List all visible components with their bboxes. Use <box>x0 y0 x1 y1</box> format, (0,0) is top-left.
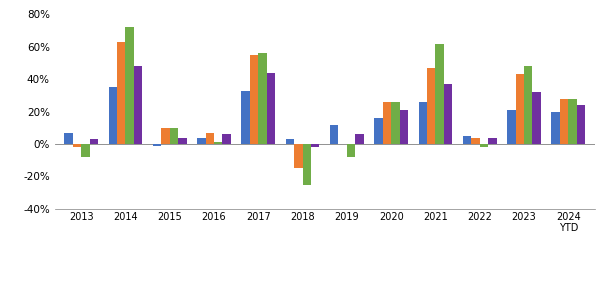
Bar <box>507 110 515 144</box>
Bar <box>259 53 266 144</box>
Bar <box>73 144 81 147</box>
Bar <box>471 137 480 144</box>
Bar <box>64 133 73 144</box>
Bar <box>266 73 275 144</box>
Bar <box>170 128 178 144</box>
Bar <box>577 105 585 144</box>
Bar <box>419 102 427 144</box>
Bar <box>347 144 355 157</box>
Bar <box>515 75 524 144</box>
Bar <box>222 134 231 144</box>
Bar <box>383 102 391 144</box>
Bar <box>117 42 126 144</box>
Bar <box>488 137 497 144</box>
Bar <box>126 28 134 144</box>
Bar <box>197 137 206 144</box>
Bar <box>81 144 90 157</box>
Bar <box>444 84 452 144</box>
Bar <box>214 142 222 144</box>
Bar <box>480 144 488 147</box>
Bar <box>242 90 250 144</box>
Bar <box>435 44 444 144</box>
Bar <box>153 144 161 146</box>
Bar <box>206 133 214 144</box>
Bar <box>375 118 383 144</box>
Bar <box>391 102 399 144</box>
Bar <box>560 99 568 144</box>
Legend: Nifty 100 TRI, Nifty Midcap 150 TRI, Nifty Small Cap 250 TRI, Nifty Large Midcap: Nifty 100 TRI, Nifty Midcap 150 TRI, Nif… <box>78 287 571 290</box>
Bar <box>161 128 170 144</box>
Bar <box>568 99 577 144</box>
Bar <box>427 68 435 144</box>
Bar <box>294 144 303 168</box>
Bar <box>134 66 142 144</box>
Bar <box>355 134 364 144</box>
Bar <box>463 136 471 144</box>
Bar <box>524 66 532 144</box>
Bar <box>109 87 117 144</box>
Bar <box>311 144 319 147</box>
Bar <box>552 112 560 144</box>
Bar <box>303 144 311 184</box>
Bar <box>178 137 186 144</box>
Bar <box>330 125 339 144</box>
Bar <box>250 55 259 144</box>
Bar <box>90 139 98 144</box>
Bar <box>286 139 294 144</box>
Bar <box>399 110 408 144</box>
Bar <box>532 92 541 144</box>
